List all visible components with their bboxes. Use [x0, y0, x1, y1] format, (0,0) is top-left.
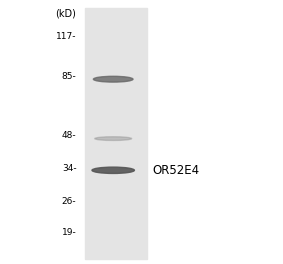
- Text: 34-: 34-: [62, 164, 76, 173]
- Ellipse shape: [92, 167, 134, 173]
- Text: 19-: 19-: [62, 228, 76, 237]
- Text: 48-: 48-: [62, 131, 76, 140]
- Text: OR52E4: OR52E4: [153, 164, 200, 177]
- Text: 26-: 26-: [62, 197, 76, 206]
- Text: 117-: 117-: [56, 32, 76, 41]
- Ellipse shape: [93, 76, 133, 82]
- Text: 85-: 85-: [62, 72, 76, 81]
- Ellipse shape: [95, 137, 132, 140]
- Text: (kD): (kD): [55, 8, 76, 18]
- Bar: [85, 8, 147, 259]
